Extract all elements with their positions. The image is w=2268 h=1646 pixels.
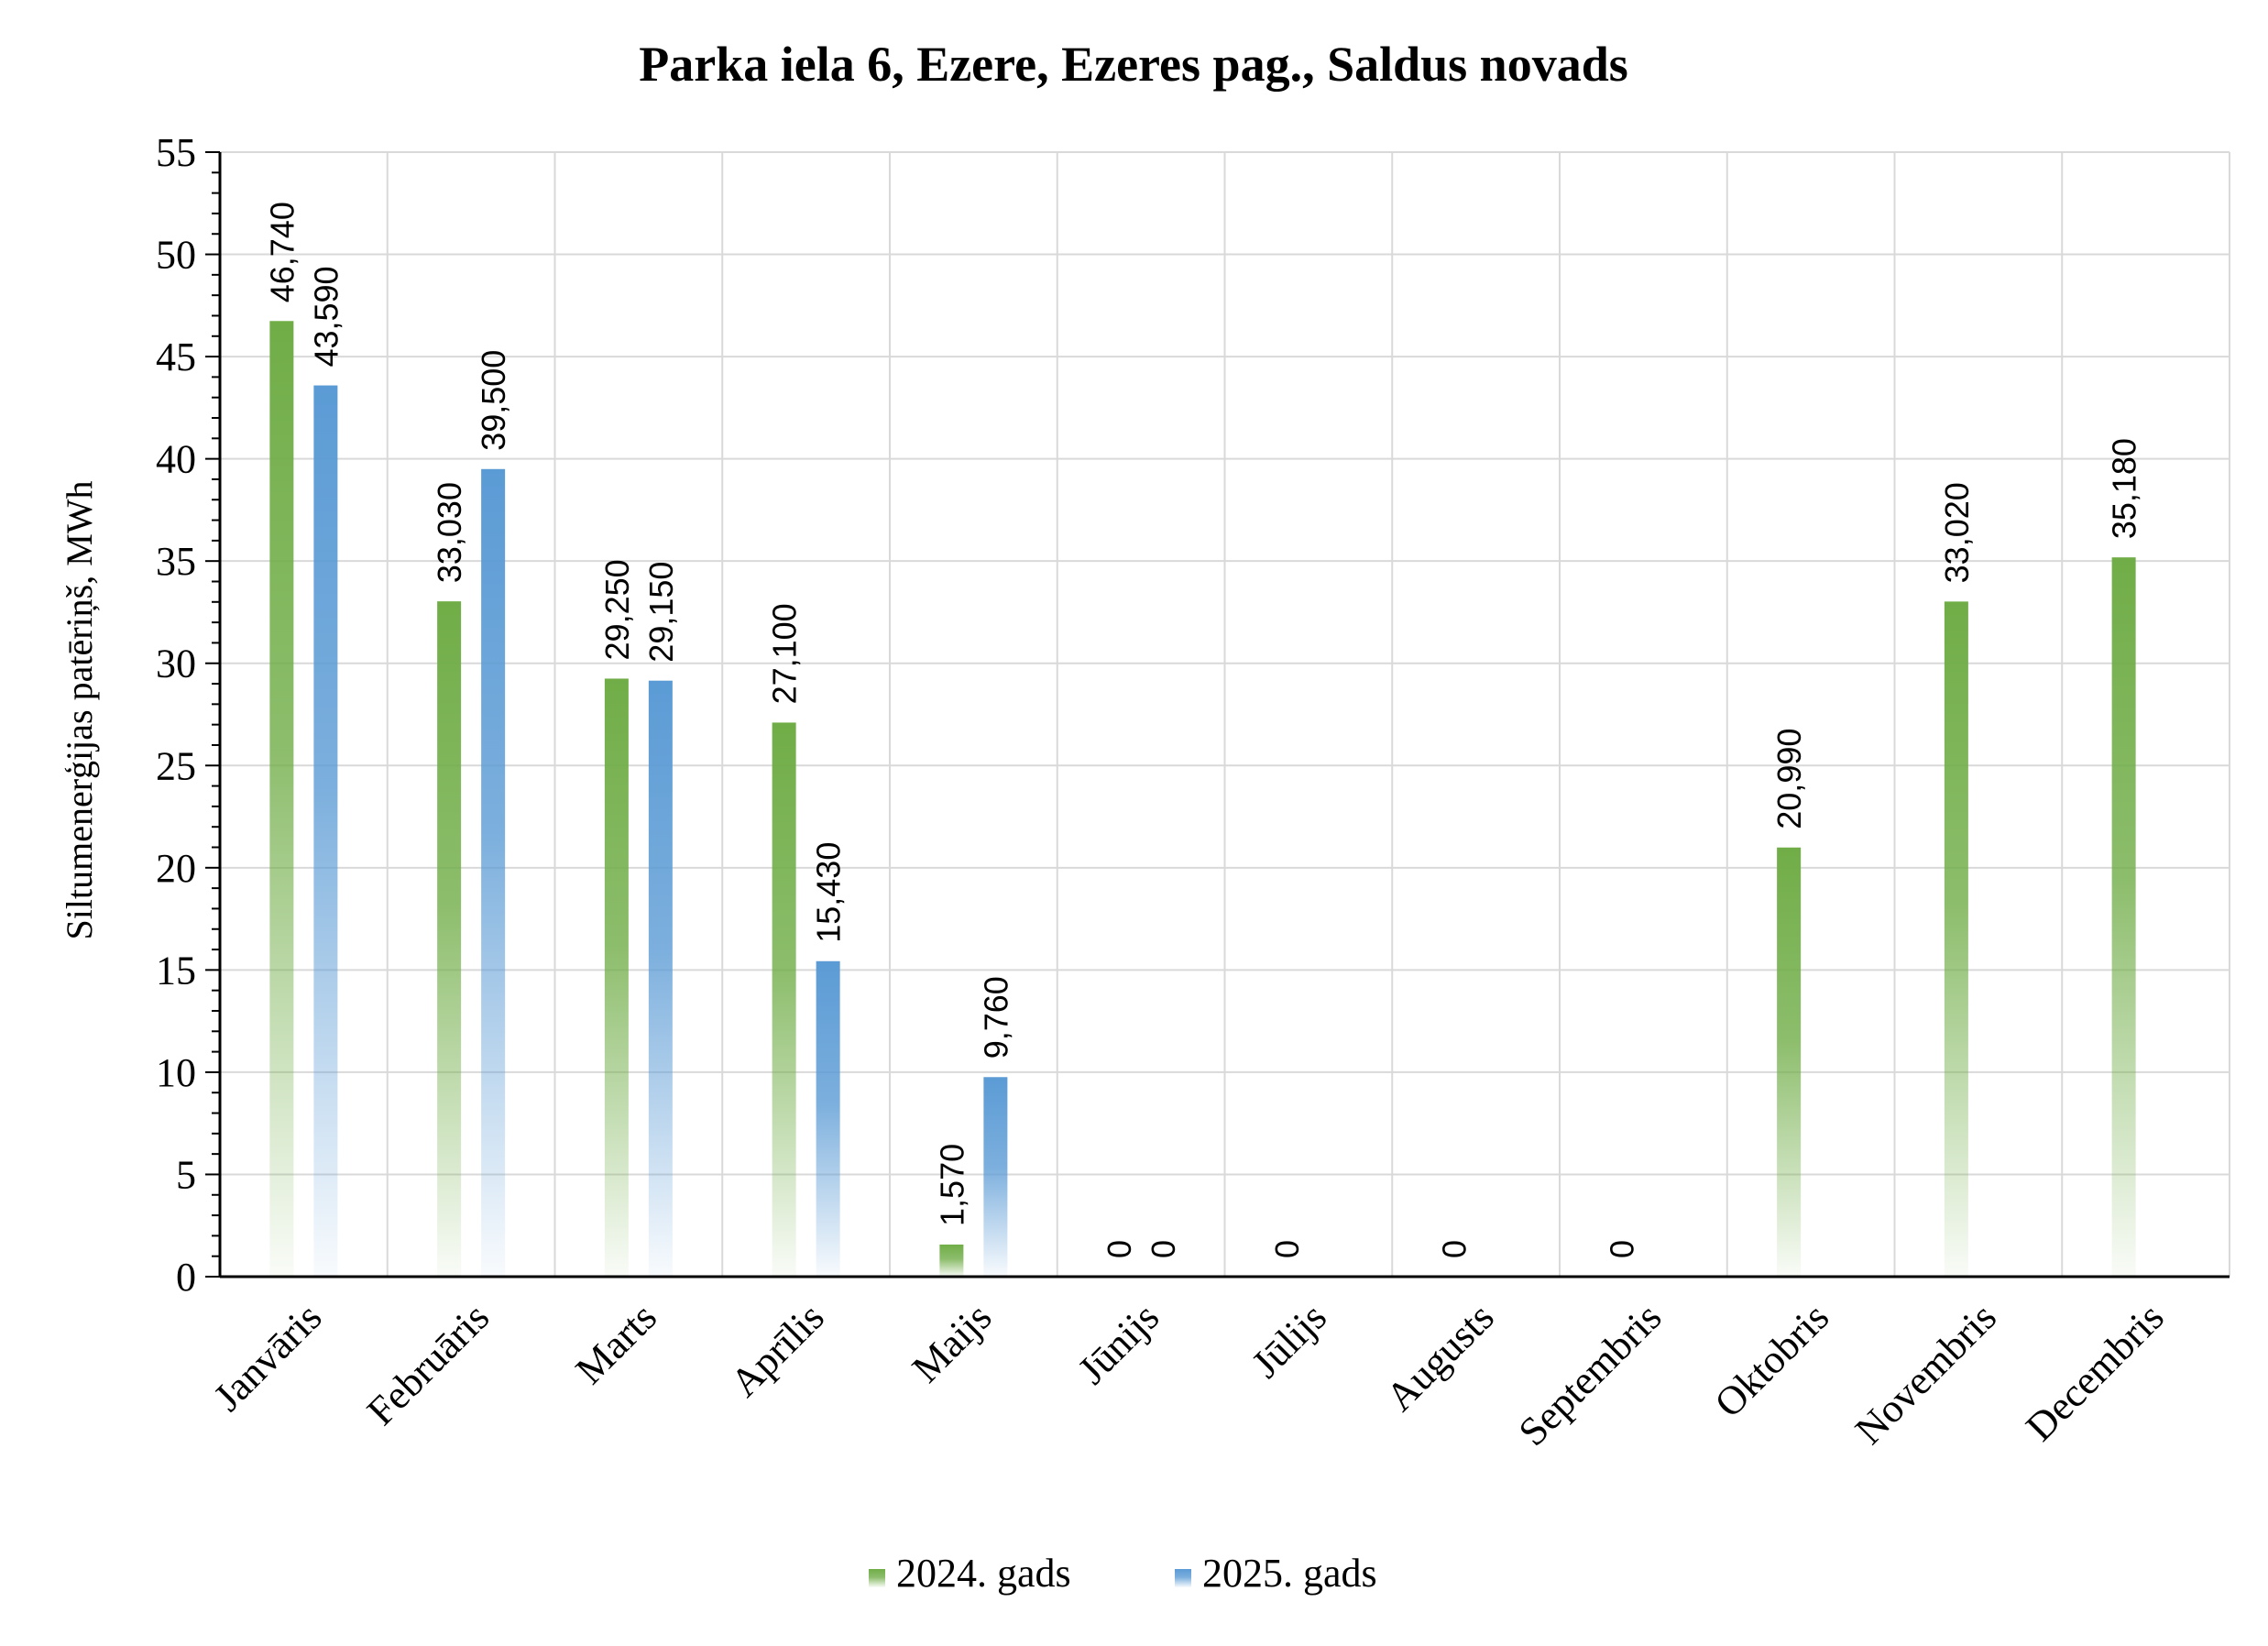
y-tick-label: 35 [156, 539, 196, 584]
axes [205, 151, 2230, 1278]
y-tick-label: 30 [156, 642, 196, 686]
x-category-label: Jūnijs [1069, 1294, 1167, 1392]
x-category-label: Janvāris [205, 1294, 331, 1420]
y-tick-labels: 0 5 10 15 20 25 30 35 40 45 50 55 [156, 130, 196, 1300]
bar-2025-1 [481, 468, 506, 1278]
x-category-label: Oktobris [1706, 1294, 1838, 1426]
data-label: 1,570 [933, 1144, 970, 1226]
x-category-labels: Janvāris Februāris Marts Aprīlis Maijs Jūnijs… [205, 1294, 2173, 1454]
data-label: 29,150 [642, 562, 680, 663]
y-axis-label: Siltumenerģijas patēriņš, MWh [59, 480, 100, 939]
chart-title: Parka iela 6, Ezere, Ezeres pag., Saldus… [639, 37, 1628, 92]
x-category-label: Maijs [904, 1294, 1001, 1391]
y-tick-label: 20 [156, 846, 196, 891]
gridlines [220, 151, 2230, 1277]
legend-label: 2025. gads [1202, 1551, 1377, 1596]
y-tick-label: 45 [156, 335, 196, 379]
legend-swatch [1175, 1569, 1191, 1587]
data-label: 43,590 [307, 266, 345, 367]
data-label: 33,020 [1938, 482, 1976, 583]
bar-2024-1 [437, 601, 462, 1277]
data-label: 39,500 [475, 350, 512, 451]
legend: 2024. gads 2025. gads [869, 1551, 1377, 1596]
y-tick-label: 5 [176, 1152, 196, 1197]
y-tick-label: 10 [156, 1050, 196, 1095]
bars [269, 321, 2136, 1278]
data-label: 27,100 [766, 603, 804, 704]
data-label: 33,030 [431, 482, 468, 583]
data-label: 0 [1603, 1240, 1640, 1258]
x-category-label: Novembris [1846, 1294, 2005, 1453]
bar-2025-0 [313, 385, 338, 1277]
data-label: 46,740 [263, 202, 301, 302]
y-tick-label: 15 [156, 948, 196, 993]
x-category-label: Jūlijs [1244, 1294, 1335, 1386]
bar-2024-4 [939, 1244, 964, 1277]
x-category-label: Februāris [358, 1294, 498, 1433]
y-tick-label: 25 [156, 743, 196, 788]
y-tick-label: 50 [156, 233, 196, 278]
data-label: 15,430 [810, 842, 848, 943]
x-category-label: Marts [567, 1294, 665, 1392]
data-label: 9,760 [977, 976, 1014, 1059]
bar-2025-3 [816, 960, 840, 1277]
x-category-label: Septembris [1510, 1294, 1671, 1454]
bar-2024-0 [269, 321, 294, 1278]
bar-2025-2 [648, 680, 673, 1277]
y-tick-label: 55 [156, 130, 196, 175]
data-label: 0 [1436, 1240, 1474, 1258]
x-category-label: Aprīlis [722, 1294, 833, 1405]
data-label: 0 [1101, 1240, 1138, 1258]
data-label: 0 [1145, 1240, 1182, 1258]
bar-2024-9 [1777, 847, 1802, 1277]
bar-2024-3 [772, 722, 796, 1277]
legend-swatch [869, 1569, 885, 1587]
data-label: 29,250 [598, 559, 636, 660]
data-label: 35,180 [2106, 438, 2143, 539]
x-category-label: Augusts [1377, 1294, 1503, 1420]
bar-2024-2 [604, 678, 629, 1277]
data-label: 0 [1268, 1240, 1306, 1258]
x-category-label: Decembris [2017, 1294, 2172, 1449]
y-tick-label: 0 [176, 1255, 196, 1300]
y-tick-label: 40 [156, 437, 196, 482]
bar-2025-4 [983, 1077, 1008, 1277]
bar-2024-11 [2111, 557, 2136, 1277]
bar-2024-10 [1944, 601, 1968, 1277]
legend-label: 2024. gads [896, 1551, 1071, 1596]
data-label: 20,990 [1770, 729, 1808, 829]
